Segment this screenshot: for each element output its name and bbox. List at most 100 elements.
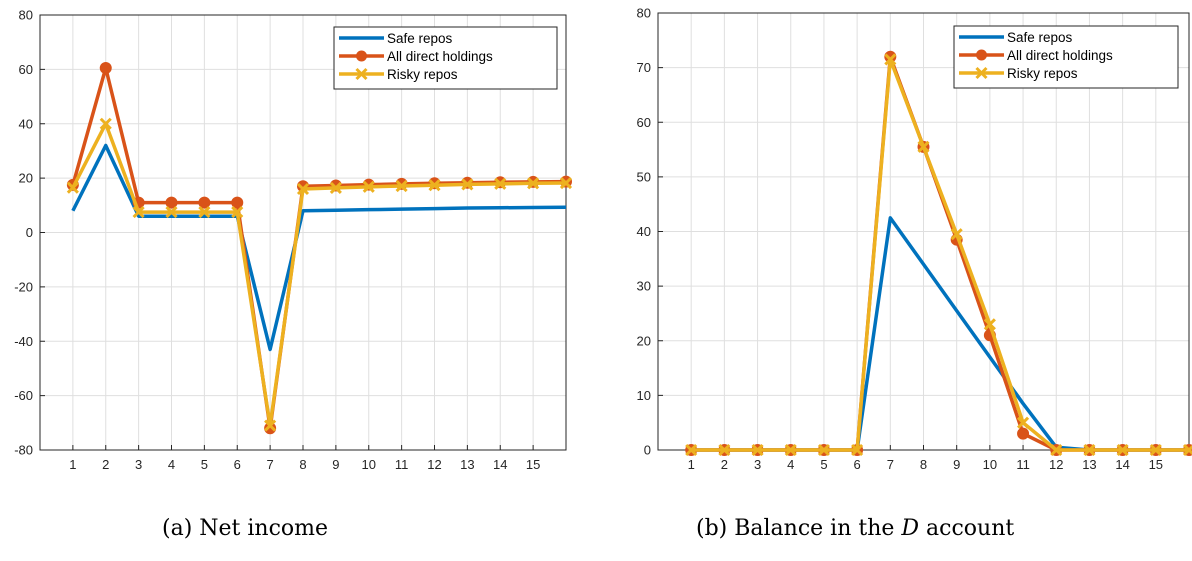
- series-line: [71, 122, 567, 428]
- x-tick-label: 11: [395, 457, 409, 472]
- caption-a: (a) Net income: [162, 516, 328, 541]
- data-point-marker: [231, 196, 244, 209]
- x-tick-label: 3: [754, 457, 761, 472]
- caption-a-text: (a) Net income: [162, 516, 329, 541]
- x-tick-label: 4: [787, 457, 794, 472]
- legend-label: Risky repos: [1007, 66, 1078, 81]
- x-tick-label: 13: [1082, 457, 1096, 472]
- x-tick-label: 14: [493, 457, 507, 472]
- x-tick-label: 9: [953, 457, 960, 472]
- x-tick-label: 1: [69, 457, 76, 472]
- series-line: [71, 143, 567, 352]
- x-tick-label: 8: [299, 457, 306, 472]
- y-tick-label: 20: [637, 333, 651, 348]
- y-tick-label: 40: [19, 116, 33, 131]
- x-tick-label: 6: [234, 457, 241, 472]
- x-tick-label: 15: [1149, 457, 1163, 472]
- legend-marker: [355, 67, 368, 81]
- y-tick-label: 20: [19, 171, 33, 186]
- d-account-balance-chart: 1 2 3 4 5 6 7 8 9 10 11 12 13 14 1501020304050607080Sa…: [637, 6, 1192, 472]
- legend-label: Risky repos: [387, 67, 458, 82]
- x-tick-label: 7: [267, 457, 274, 472]
- series-risky-repos: [685, 53, 1192, 457]
- y-tick-label: -20: [14, 279, 33, 294]
- y-tick-label: -40: [14, 334, 33, 349]
- legend-label: All direct holdings: [387, 49, 493, 64]
- data-point-marker: [1050, 443, 1063, 457]
- data-point-marker: [132, 206, 145, 219]
- legend-marker: [975, 66, 988, 80]
- data-point-marker: [329, 181, 342, 194]
- x-tick-label: 5: [820, 457, 827, 472]
- legend-label: All direct holdings: [1007, 48, 1113, 63]
- legend-marker: [356, 50, 367, 62]
- net-income-chart: 1 2 3 4 5 6 7 8 9 10 11 12 13 14 15-80-60-40-200204060…: [14, 8, 573, 472]
- y-tick-label: 70: [637, 60, 651, 75]
- y-tick-label: 0: [644, 443, 651, 458]
- x-tick-label: 1: [688, 457, 695, 472]
- y-tick-label: 0: [26, 225, 33, 240]
- data-point-marker: [1017, 416, 1030, 429]
- x-tick-label: 11: [1016, 457, 1030, 472]
- y-tick-label: 10: [637, 388, 651, 403]
- legend: Safe repos All direct holdings Risky repos: [953, 25, 1179, 89]
- data-point-marker: [784, 443, 797, 457]
- data-point-marker: [428, 179, 441, 192]
- data-point-marker: [559, 176, 573, 190]
- series-safe-repos: [71, 143, 567, 352]
- caption-b-suffix: account: [919, 516, 1015, 541]
- data-point-marker: [751, 443, 764, 457]
- x-tick-label: 15: [526, 457, 540, 472]
- x-tick-label: 4: [168, 457, 175, 472]
- data-point-marker: [296, 182, 310, 196]
- data-point-marker: [198, 206, 211, 219]
- data-point-marker: [851, 443, 864, 457]
- legend-marker: [976, 49, 987, 61]
- legend-label: Safe repos: [387, 31, 453, 46]
- x-tick-label: 9: [332, 457, 339, 472]
- data-point-marker: [983, 318, 996, 331]
- y-tick-label: 80: [637, 6, 651, 21]
- data-point-marker: [1149, 443, 1162, 457]
- data-point-marker: [395, 179, 408, 193]
- x-tick-label: 12: [427, 457, 441, 472]
- data-point-marker: [950, 228, 963, 241]
- data-point-marker: [1116, 443, 1129, 457]
- y-tick-label: -60: [14, 388, 33, 403]
- y-tick-label: 40: [637, 224, 651, 239]
- data-point-marker: [362, 180, 375, 193]
- data-point-marker: [198, 196, 211, 209]
- data-point-marker: [685, 443, 698, 457]
- data-point-marker: [1083, 443, 1096, 457]
- data-point-marker: [1182, 443, 1192, 457]
- caption-b-variable: D: [901, 516, 920, 541]
- caption-b: (b) Balance in the D account: [696, 516, 1014, 541]
- x-tick-label: 10: [362, 457, 376, 472]
- data-point-marker: [231, 206, 244, 219]
- x-tick-label: 14: [1115, 457, 1129, 472]
- x-tick-label: 8: [920, 457, 927, 472]
- data-point-marker: [461, 178, 474, 191]
- data-point-marker: [165, 196, 178, 209]
- series-line: [691, 57, 1189, 452]
- data-point-marker: [527, 177, 540, 190]
- series-risky-repos: [66, 117, 573, 432]
- x-tick-label: 2: [721, 457, 728, 472]
- data-point-marker: [917, 140, 930, 153]
- legend: Safe repos All direct holdings Risky repos: [333, 26, 558, 90]
- x-tick-label: 6: [854, 457, 861, 472]
- x-tick-label: 7: [887, 457, 894, 472]
- data-point-marker: [66, 181, 79, 194]
- data-point-marker: [884, 53, 897, 66]
- data-point-marker: [718, 443, 731, 457]
- y-tick-label: -80: [14, 443, 33, 458]
- data-point-marker: [1017, 427, 1030, 440]
- data-point-marker: [494, 177, 507, 190]
- data-point-marker: [99, 117, 112, 130]
- data-point-marker: [165, 206, 178, 219]
- y-tick-label: 30: [637, 279, 651, 294]
- x-tick-label: 2: [102, 457, 109, 472]
- legend-label: Safe repos: [1007, 30, 1073, 45]
- x-tick-label: 13: [460, 457, 474, 472]
- data-point-marker: [817, 443, 830, 457]
